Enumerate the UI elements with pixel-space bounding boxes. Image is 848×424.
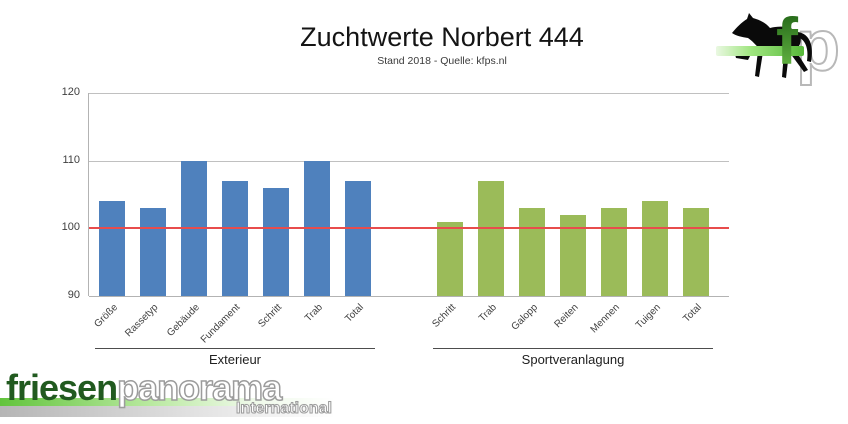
friesenpanorama-footer-logo: friesenpanorama International — [0, 367, 340, 424]
group-divider-line — [95, 348, 375, 349]
bar-sportveranlagung-schritt — [437, 221, 463, 296]
footer-logo-word-friesen: friesen — [6, 367, 118, 408]
gridline-110 — [89, 160, 729, 162]
x-category-label: Schritt — [255, 302, 284, 330]
x-category-label: Galopp — [509, 302, 540, 333]
logo-letter-f: f — [776, 6, 799, 78]
y-tick-label-100: 100 — [61, 221, 80, 234]
x-category-label: Rassetyp — [123, 302, 161, 340]
x-category-label: Total — [343, 302, 366, 325]
bar-sportveranlagung-total — [683, 208, 709, 296]
y-axis-tick-labels: 90 100 110 120 — [30, 86, 80, 301]
y-tick-label-90: 90 — [67, 289, 80, 301]
bar-sportveranlagung-mennen — [601, 208, 627, 296]
reference-line-100 — [89, 227, 729, 230]
x-category-label: Gebäude — [164, 302, 202, 339]
chart-subtitle: Stand 2018 - Quelle: kfps.nl — [377, 55, 507, 67]
bar-exterieur-fundament — [222, 180, 248, 296]
bar-exterieur-größe — [99, 201, 125, 296]
x-category-label: Trab — [476, 302, 499, 325]
horse-icon — [732, 13, 812, 78]
bar-exterieur-schritt — [263, 187, 289, 296]
bar-sportveranlagung-trab — [478, 180, 504, 296]
x-category-label: Größe — [91, 302, 120, 330]
horse-fp-logo-graphic: p f — [716, 4, 841, 87]
friesenpanorama-corner-logo: p f — [714, 4, 846, 88]
logo-letter-p: p — [796, 6, 840, 86]
group-label-sportveranlagung: Sportveranlagung — [521, 352, 625, 367]
y-tick-label-120: 120 — [61, 86, 80, 98]
chart-plot-area: Größe Rassetyp Gebäude Fundament Schritt Trab… — [88, 93, 729, 367]
footer-logo-word-panorama: panorama — [116, 367, 283, 408]
x-category-label: Fundament — [199, 302, 243, 346]
x-category-label: Reiten — [552, 302, 581, 331]
bar-sportveranlagung-tuigen — [642, 201, 668, 296]
gridline-120 — [89, 93, 729, 94]
footer-logo-international-label: International — [235, 400, 332, 418]
x-axis-line — [89, 296, 729, 297]
bar-sportveranlagung-galopp — [519, 208, 545, 296]
x-category-label: Schritt — [429, 302, 458, 330]
group-label-exterieur: Exterieur — [208, 352, 262, 367]
x-category-label: Tuigen — [633, 302, 663, 332]
footer-logo-wordmark: friesenpanorama — [6, 367, 283, 408]
x-category-label: Mennen — [588, 302, 622, 336]
logo-green-band — [716, 46, 804, 56]
chart-title: Zuchtwerte Norbert 444 — [300, 22, 584, 52]
bar-exterieur-total — [345, 180, 371, 296]
footer-logo-gray-band — [0, 406, 335, 417]
bar-exterieur-rassetyp — [140, 208, 166, 296]
x-category-label: Trab — [302, 302, 325, 325]
group-divider-line — [433, 348, 713, 349]
footer-logo-green-band — [0, 398, 335, 406]
y-tick-label-110: 110 — [62, 153, 80, 166]
x-category-label: Total — [681, 302, 704, 325]
